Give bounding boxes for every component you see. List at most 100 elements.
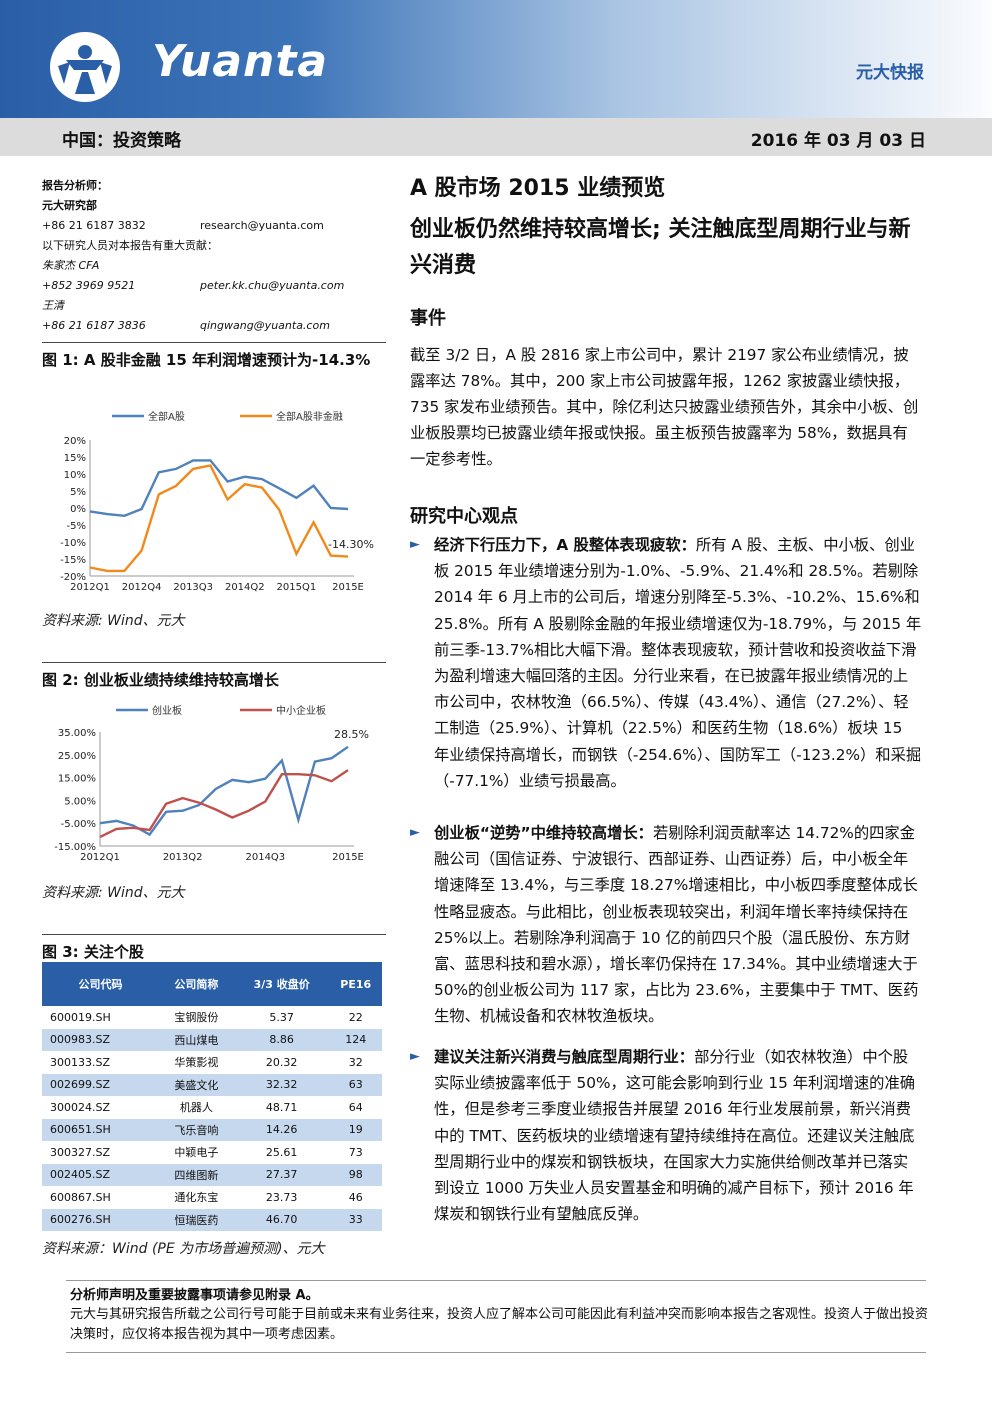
analyst-1-email[interactable]: peter.kk.chu@yuanta.com — [200, 279, 345, 292]
analyst-2-contact: +86 21 6187 3836 qingwang@yuanta.com — [42, 316, 382, 336]
chart-annotation: 28.5% — [334, 728, 369, 741]
x-tick-label: 2015E — [332, 582, 364, 593]
analyst-2-email[interactable]: qingwang@yuanta.com — [200, 319, 330, 332]
y-tick-label: -15.00% — [54, 842, 96, 853]
report-date: 2016 年 03 月 03 日 — [750, 131, 926, 151]
fig3-source: 资料来源：Wind (PE 为市场普遍预测)、元大 — [42, 1241, 325, 1257]
legend-label: 全部A股非金融 — [276, 410, 343, 423]
cell-code: 300327.SZ — [50, 1145, 111, 1159]
chart-annotation: -14.30% — [328, 538, 374, 551]
bullet-2-text: 若剔除利润贡献率达 14.72%的四家金融公司（国信证券、宁波银行、西部证券、山… — [434, 824, 919, 1026]
bullet-arrow-icon: ► — [410, 537, 420, 552]
y-tick-label: 35.00% — [58, 728, 96, 739]
analyst-2-name: 王清 — [42, 299, 64, 312]
x-tick-label: 2013Q2 — [163, 852, 203, 863]
report-type-label: 元大快报 — [856, 63, 924, 83]
table-row: 300024.SZ 机器人 48.71 64 — [42, 1096, 382, 1119]
table-row: 002699.SZ 美盛文化 32.32 63 — [42, 1073, 382, 1096]
disclosure-text: 元大与其研究报告所载之公司行号可能于目前或未来有业务往来，投资人应了解本公司可能… — [70, 1307, 929, 1342]
view-heading: 研究中心观点 — [410, 506, 518, 527]
legend-label: 创业板 — [152, 704, 182, 717]
stocks-table-header: 公司代码 公司简称 3/3 收盘价 PE16 — [42, 962, 382, 1006]
disclosure-heading: 分析师声明及重要披露事项请参见附录 A。 — [70, 1288, 319, 1303]
cell-price: 27.37 — [233, 1163, 330, 1186]
bullet-2: ► 创业板“逆势”中维持较高增长：若剔除利润贡献率达 14.72%的四家金融公司… — [410, 820, 922, 1030]
y-tick-label: 25.00% — [58, 751, 96, 762]
bullet-1: ► 经济下行压力下，A 股整体表现疲软：所有 A 股、主板、中小板、创业板 20… — [410, 532, 922, 794]
analyst-1-name: 朱家杰 CFA — [42, 259, 100, 272]
cell-name: 机器人 — [179, 1101, 213, 1115]
x-tick-label: 2012Q1 — [70, 582, 110, 593]
logo-wordmark: Yuanta — [152, 36, 329, 87]
y-tick-label: -10% — [60, 538, 86, 549]
section-bar: 中国：投资策略 2016 年 03 月 03 日 — [0, 118, 992, 156]
cell-price: 48.71 — [265, 1100, 298, 1114]
cell-code: 300133.SZ — [50, 1055, 111, 1069]
dept-name: 元大研究部 — [42, 199, 97, 212]
series-line — [89, 459, 349, 518]
y-tick-label: -15% — [60, 555, 86, 566]
fig3-title: 图 3: 关注个股 — [42, 934, 386, 965]
dept-phone: +86 21 6187 3832 — [42, 219, 146, 232]
cell-pe: 73 — [348, 1145, 363, 1159]
cell-name: 华策影视 — [174, 1056, 219, 1070]
col-header-pe: PE16 — [329, 962, 382, 1006]
bullet-3-lead: 建议关注新兴消费与触底型周期行业： — [434, 1048, 695, 1066]
col-header-code: 公司代码 — [42, 962, 159, 1006]
footer-divider-bottom — [66, 1352, 926, 1353]
legend-label: 中小企业板 — [276, 704, 326, 717]
col-header-price: 3/3 收盘价 — [233, 962, 330, 1006]
cell-name: 宝钢股份 — [174, 1011, 219, 1025]
table-row: 600651.SH 飞乐音响 14.26 19 — [42, 1118, 382, 1141]
bullet-arrow-icon: ► — [410, 825, 420, 840]
table-row: 600867.SH 通化东宝 23.73 46 — [42, 1186, 382, 1209]
cell-name: 恒瑞医药 — [158, 1208, 234, 1231]
x-tick-label: 2015Q1 — [277, 582, 317, 593]
contrib-label: 以下研究人员对本报告有重大贡献： — [42, 239, 218, 252]
y-tick-label: 0% — [70, 504, 86, 515]
y-tick-label: -5.00% — [61, 819, 96, 830]
footer-divider-top — [66, 1280, 926, 1281]
analyst-2-phone: +86 21 6187 3836 — [42, 319, 146, 332]
dept-contact: +86 21 6187 3832 research@yuanta.com — [42, 216, 382, 236]
bullet-1-text: 所有 A 股、主板、中小板、创业板 2015 年业绩增速分别为-1.0%、-5.… — [434, 536, 922, 790]
cell-pe: 19 — [329, 1118, 382, 1141]
yuanta-logo-icon — [50, 32, 120, 102]
stocks-table: 公司代码 公司简称 3/3 收盘价 PE16 600019.SH 宝钢股份 5.37… — [42, 962, 382, 1231]
x-tick-label: 2014Q3 — [245, 852, 285, 863]
cell-code: 002699.SZ — [42, 1073, 159, 1096]
y-tick-label: -5% — [67, 521, 86, 532]
y-tick-label: -20% — [60, 572, 86, 583]
cell-pe: 124 — [329, 1028, 382, 1051]
header-banner: Yuanta 元大快报 — [0, 0, 992, 118]
cell-price: 14.26 — [233, 1118, 330, 1141]
dept-email[interactable]: research@yuanta.com — [200, 219, 324, 232]
x-tick-label: 2014Q2 — [225, 582, 265, 593]
series-line — [99, 745, 349, 837]
y-tick-label: 15% — [64, 453, 86, 464]
y-tick-label: 5.00% — [64, 796, 96, 807]
fig2-chart-svg: 创业板 中小企业板 35.00% 25.00% 15.00% 5.00% -5.00% -15… — [54, 704, 369, 863]
cell-price: 20.32 — [265, 1055, 298, 1069]
cell-code: 600276.SH — [42, 1208, 159, 1231]
legend-label: 全部A股 — [148, 410, 185, 423]
bullet-3: ► 建议关注新兴消费与触底型周期行业：部分行业（如农林牧渔）中个股实际业绩披露率… — [410, 1044, 922, 1227]
table-row: 300133.SZ 华策影视 20.32 32 — [42, 1051, 382, 1074]
x-tick-label: 2013Q3 — [173, 582, 213, 593]
x-tick-label: 2012Q1 — [80, 852, 120, 863]
cell-pe: 98 — [329, 1163, 382, 1186]
series-line — [89, 464, 349, 573]
main-subtitle: 创业板仍然维持较高增长; 关注触底型周期行业与新兴消费 — [410, 217, 911, 278]
cell-code: 002405.SZ — [42, 1163, 159, 1186]
fig2-source: 资料来源: Wind、元大 — [42, 885, 185, 901]
y-tick-label: 10% — [64, 470, 86, 481]
cell-price: 46.70 — [233, 1208, 330, 1231]
fig1-chart-svg: 全部A股 全部A股非金融20%15%10%5%0%-5%-10%-15%-20%2… — [60, 410, 374, 593]
x-tick-label: 2015E — [332, 852, 364, 863]
cell-name: 中颖电子 — [174, 1146, 219, 1160]
event-heading: 事件 — [410, 308, 446, 329]
cell-name: 美盛文化 — [158, 1073, 234, 1096]
bullet-1-lead: 经济下行压力下，A 股整体表现疲软： — [434, 536, 696, 554]
fig2-title: 图 2: 创业板业绩持续维持较高增长 — [42, 662, 386, 693]
y-tick-label: 20% — [64, 436, 86, 447]
